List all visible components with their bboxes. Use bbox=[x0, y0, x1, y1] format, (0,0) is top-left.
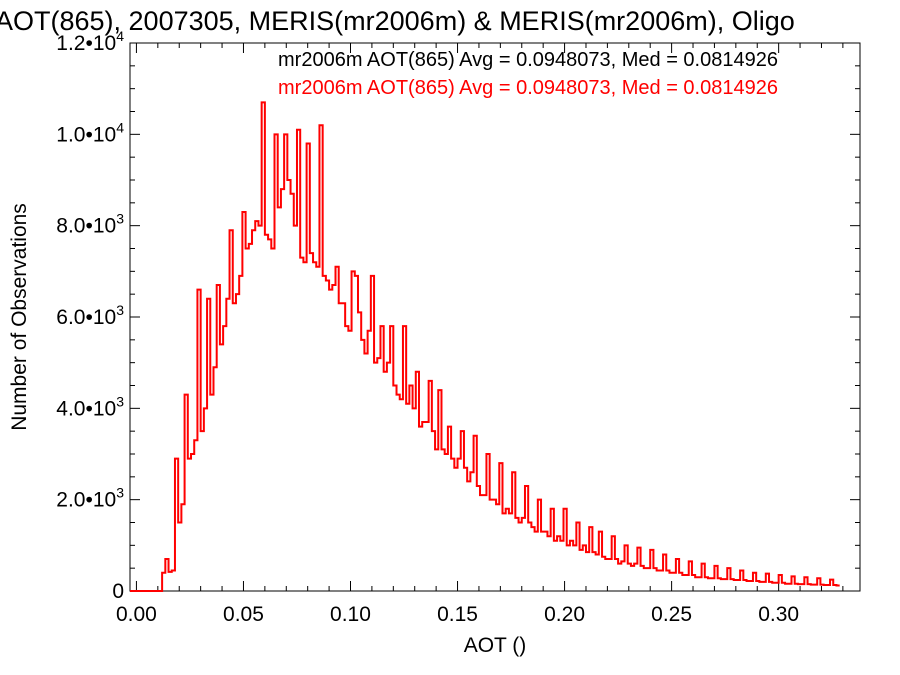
y-tick-mantissa: 1.0•10 bbox=[56, 123, 116, 146]
x-axis-label: AOT () bbox=[464, 634, 527, 657]
y-tick-label: 4.0•103 bbox=[56, 393, 124, 420]
x-tick-label: 0.30 bbox=[758, 603, 799, 626]
y-tick-exponent: 4 bbox=[116, 119, 124, 135]
x-tick-label: 0.25 bbox=[651, 603, 692, 626]
y-tick-label: 1.2•104 bbox=[56, 28, 124, 55]
y-tick-mantissa: 8.0•10 bbox=[56, 215, 116, 238]
stats-annotation-red: mr2006m AOT(865) Avg = 0.0948073, Med = … bbox=[278, 77, 778, 99]
x-tick-label: 0.15 bbox=[437, 603, 478, 626]
y-tick-exponent: 3 bbox=[116, 211, 124, 227]
plot-area: 0.00 0.05 0.10 0.15 0.20 0.25 0.3002.0•1034.0•… bbox=[56, 28, 861, 626]
y-tick-label: 1.0•104 bbox=[56, 119, 124, 146]
y-tick-mantissa: 1.2•10 bbox=[56, 32, 116, 55]
y-tick-label: 0 bbox=[112, 580, 124, 603]
y-tick-label: 2.0•103 bbox=[56, 485, 124, 512]
y-tick-label: 8.0•103 bbox=[56, 211, 124, 238]
x-tick-label: 0.05 bbox=[223, 603, 264, 626]
y-tick-mantissa: 4.0•10 bbox=[56, 397, 116, 420]
plot-frame bbox=[129, 42, 861, 592]
y-axis-label: Number of Observations bbox=[8, 203, 31, 431]
y-tick-mantissa: 2.0•10 bbox=[56, 489, 116, 512]
y-tick-exponent: 3 bbox=[116, 393, 124, 409]
y-tick-mantissa: 0 bbox=[112, 580, 124, 603]
chart-title: AOT(865), 2007305, MERIS(mr2006m) & MERI… bbox=[0, 6, 795, 36]
x-tick-label: 0.00 bbox=[116, 603, 157, 626]
y-tick-exponent: 3 bbox=[116, 302, 124, 318]
x-tick-label: 0.20 bbox=[544, 603, 585, 626]
stats-annotation-black: mr2006m AOT(865) Avg = 0.0948073, Med = … bbox=[278, 49, 778, 71]
y-tick-label: 6.0•103 bbox=[56, 302, 124, 329]
y-tick-exponent: 3 bbox=[116, 485, 124, 501]
y-tick-exponent: 4 bbox=[116, 28, 124, 44]
histogram-series-line bbox=[130, 101, 840, 592]
x-tick-label: 0.10 bbox=[330, 603, 371, 626]
y-tick-mantissa: 6.0•10 bbox=[56, 306, 116, 329]
